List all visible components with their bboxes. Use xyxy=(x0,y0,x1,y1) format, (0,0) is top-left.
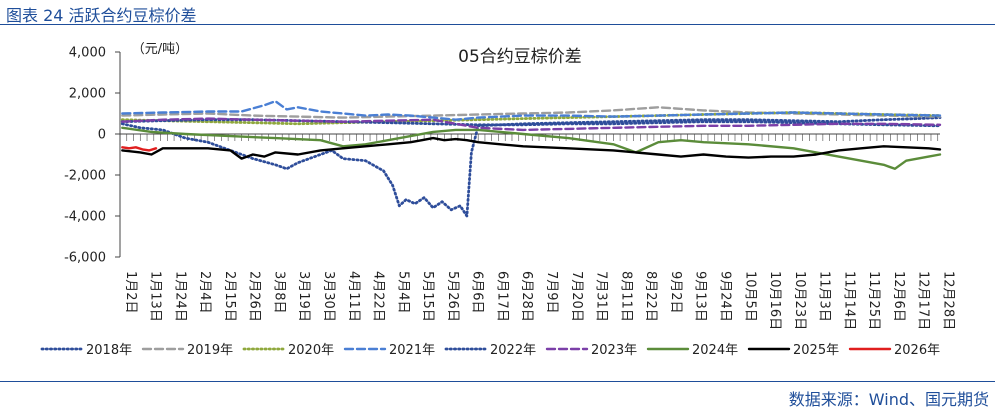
y-tick-label: -6,000 xyxy=(64,251,106,266)
series-line-2025年 xyxy=(121,136,942,160)
x-tick-label: 10月23日 xyxy=(792,271,807,330)
x-tick-label: 10月16日 xyxy=(767,271,782,330)
x-tick-label: 11月25日 xyxy=(866,271,881,330)
x-tick-label: 9月13日 xyxy=(693,271,708,322)
axes: 4,000 2,000 0 -2,000 -4,000 -6,000 1月2日 1月13日 1月… xyxy=(64,46,955,331)
series-line-2018年 xyxy=(120,116,942,218)
y-tick-label: -4,000 xyxy=(64,210,106,225)
legend-label: 2018年 xyxy=(86,343,132,358)
y-tick-label: 4,000 xyxy=(69,46,106,61)
x-tick-label: 5月4日 xyxy=(395,271,410,314)
x-tick-label: 11月3日 xyxy=(817,271,832,322)
series-line-2022年 xyxy=(120,118,942,128)
x-tick-label: 8月11日 xyxy=(618,271,633,322)
x-tick-label: 5月15日 xyxy=(420,271,435,322)
series-line-2023年 xyxy=(121,117,942,132)
bottom-rule xyxy=(0,381,995,382)
x-tick-label: 10月5日 xyxy=(742,271,757,322)
x-tick-label: 1月2日 xyxy=(123,271,138,314)
legend-label: 2020年 xyxy=(288,343,334,358)
x-tick-label: 12月28日 xyxy=(941,271,956,330)
x-tick-label: 9月2日 xyxy=(668,271,683,314)
x-tick-label: 12月17日 xyxy=(916,271,931,330)
legend-label: 2019年 xyxy=(187,343,233,358)
x-tick-label: 6月28日 xyxy=(519,271,534,322)
legend: 2018年 2019年 2020年 2021年 2022年 2023年 2024年 2025年… xyxy=(40,343,940,358)
x-tick-label: 7月9日 xyxy=(544,271,559,314)
series-line-2024年 xyxy=(121,126,942,171)
series-lines xyxy=(120,99,942,218)
line-chart: 05合约豆棕价差 （元/吨） 4,000 2,000 0 -2,000 -4,000 -6… xyxy=(40,42,956,358)
top-rule xyxy=(0,24,995,25)
y-tick-label: 2,000 xyxy=(69,87,106,102)
y-tick-label: 0 xyxy=(98,128,106,143)
chart-title: 05合约豆棕价差 xyxy=(458,47,582,67)
x-tick-label: 3月8日 xyxy=(271,271,286,314)
x-tick-label: 2月15日 xyxy=(222,271,237,322)
x-tick-label: 1月13日 xyxy=(148,271,163,322)
x-tick-label: 2月4日 xyxy=(197,271,212,314)
x-tick-label: 5月26日 xyxy=(445,271,460,322)
legend-label: 2021年 xyxy=(389,343,435,358)
x-tick-label: 8月22日 xyxy=(643,271,658,322)
x-tick-label: 6月6日 xyxy=(470,271,485,314)
x-tick-label: 2月26日 xyxy=(247,271,262,322)
legend-label: 2022年 xyxy=(490,343,536,358)
y-axis-label: （元/吨） xyxy=(132,42,188,57)
legend-label: 2024年 xyxy=(692,343,738,358)
x-tick-label: 3月19日 xyxy=(296,271,311,322)
x-tick-label: 12月6日 xyxy=(891,271,906,322)
x-tick-label: 4月22日 xyxy=(371,271,386,322)
series-line-2021年 xyxy=(121,99,942,121)
legend-label: 2026年 xyxy=(894,343,940,358)
y-tick-label: -2,000 xyxy=(64,169,106,184)
x-tick-label: 1月24日 xyxy=(172,271,187,322)
x-tick-label: 11月14日 xyxy=(841,271,856,330)
x-tick-label: 7月31日 xyxy=(594,271,609,322)
series-line-2026年 xyxy=(121,146,158,152)
figure-title: 图表 24 活跃合约豆棕价差 xyxy=(6,6,197,25)
x-tick-label: 4月11日 xyxy=(346,271,361,322)
source-note: 数据来源：Wind、国元期货 xyxy=(788,390,989,409)
x-tick-label: 7月20日 xyxy=(569,271,584,322)
x-tick-label: 6月17日 xyxy=(494,271,509,322)
x-tick-label: 3月30日 xyxy=(321,271,336,322)
legend-label: 2025年 xyxy=(793,343,839,358)
legend-label: 2023年 xyxy=(591,343,637,358)
x-tick-label: 9月24日 xyxy=(717,271,732,322)
